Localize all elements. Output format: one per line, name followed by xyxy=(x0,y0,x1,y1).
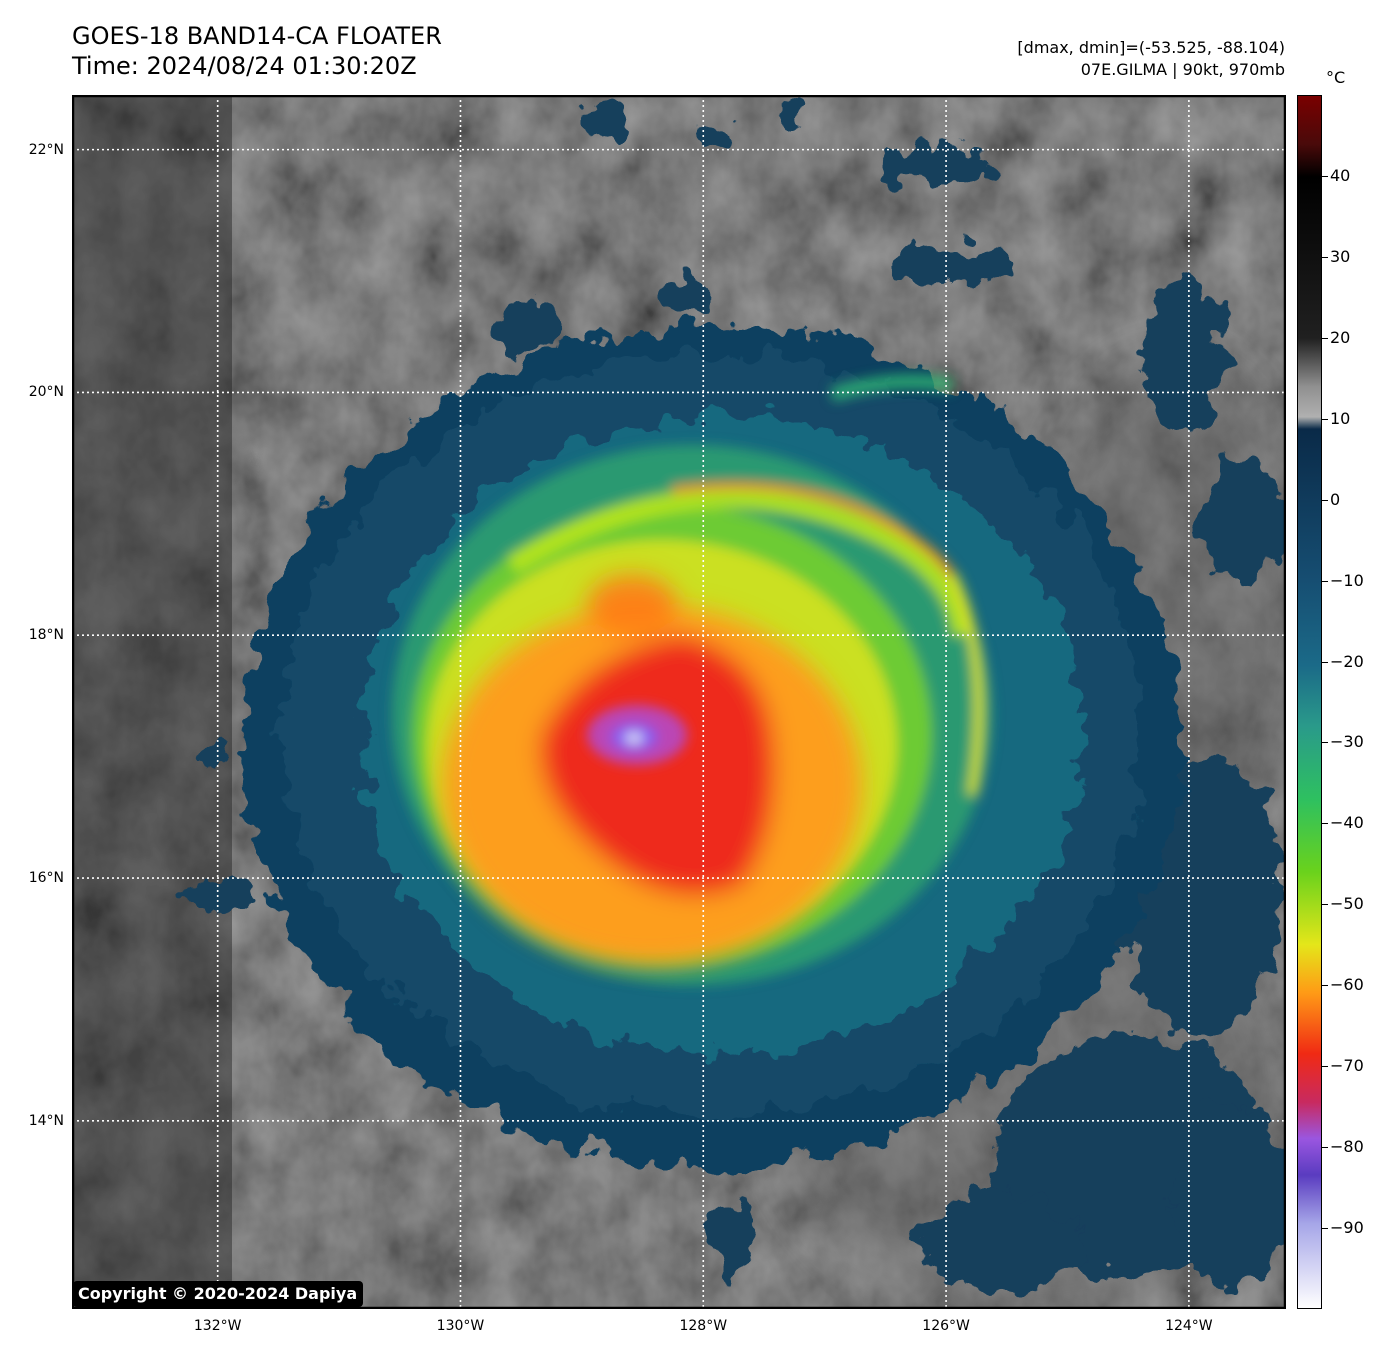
longitude-label: 124°W xyxy=(1165,1318,1213,1334)
temperature-colorbar xyxy=(1297,95,1322,1309)
colorbar-tick-label: −80 xyxy=(1330,1137,1364,1157)
latitude-label: 22°N xyxy=(28,141,64,158)
longitude-label: 128°W xyxy=(679,1318,728,1334)
longitude-label: 126°W xyxy=(922,1318,970,1334)
colorbar-tick-label: 40 xyxy=(1330,165,1351,185)
colorbar-tick-mark xyxy=(1322,1066,1328,1068)
longitude-label: 130°W xyxy=(436,1318,485,1334)
colorbar-tick-label: −70 xyxy=(1330,1056,1364,1076)
satellite-map xyxy=(72,95,1286,1309)
colorbar-tick-label: 10 xyxy=(1330,408,1351,428)
colorbar-tick-mark xyxy=(1322,418,1328,420)
graticule xyxy=(72,95,1286,1309)
central-dense-overcast xyxy=(442,575,862,965)
storm-info: 07E.GILMA | 90kt, 970mb xyxy=(1080,60,1285,79)
colorbar-tick-label: −30 xyxy=(1330,732,1364,752)
colorbar-tick-label: 30 xyxy=(1330,246,1351,266)
colorbar-tick-label: −40 xyxy=(1330,813,1364,833)
eye-region xyxy=(587,705,687,765)
map-frame xyxy=(72,95,1286,1309)
colorbar-tick-mark xyxy=(1322,823,1328,825)
colorbar-tick-label: −10 xyxy=(1330,570,1364,590)
colorbar-tick-label: −60 xyxy=(1330,975,1364,995)
colorbar-tick-mark xyxy=(1322,499,1328,501)
colorbar-tick-mark xyxy=(1322,985,1328,987)
cloud-imagery xyxy=(72,95,1286,1309)
colorbar-tick-mark xyxy=(1322,661,1328,663)
colorbar-tick-mark xyxy=(1322,1147,1328,1149)
latitude-label: 14°N xyxy=(28,1112,64,1129)
colorbar-tick-mark xyxy=(1322,580,1328,582)
colorbar-unit: °C xyxy=(1326,68,1346,87)
image-timestamp: Time: 2024/08/24 01:30:20Z xyxy=(72,52,417,80)
temperature-range-readout: [dmax, dmin]=(-53.525, -88.104) xyxy=(1017,38,1285,57)
longitude-label: 132°W xyxy=(193,1318,242,1334)
latitude-label: 18°N xyxy=(28,627,64,644)
colorbar-tick-mark xyxy=(1322,1228,1328,1230)
colorbar-tick-mark xyxy=(1322,904,1328,906)
colorbar-tick-label: −90 xyxy=(1330,1218,1364,1238)
colorbar-tick-mark xyxy=(1322,337,1328,339)
copyright-notice: Copyright © 2020-2024 Dapiya xyxy=(73,1281,364,1307)
latitude-label: 16°N xyxy=(28,870,64,887)
colorbar-tick-mark xyxy=(1322,742,1328,744)
colorbar-tick-label: 20 xyxy=(1330,327,1351,347)
colorbar-tick-label: −20 xyxy=(1330,651,1364,671)
colorbar-tick-mark xyxy=(1322,256,1328,258)
latitude-label: 20°N xyxy=(28,384,64,401)
image-title: GOES-18 BAND14-CA FLOATER xyxy=(72,22,442,50)
colorbar-tick-label: 0 xyxy=(1330,489,1341,509)
colorbar-tick-label: −50 xyxy=(1330,894,1364,914)
colorbar-tick-mark xyxy=(1322,175,1328,177)
